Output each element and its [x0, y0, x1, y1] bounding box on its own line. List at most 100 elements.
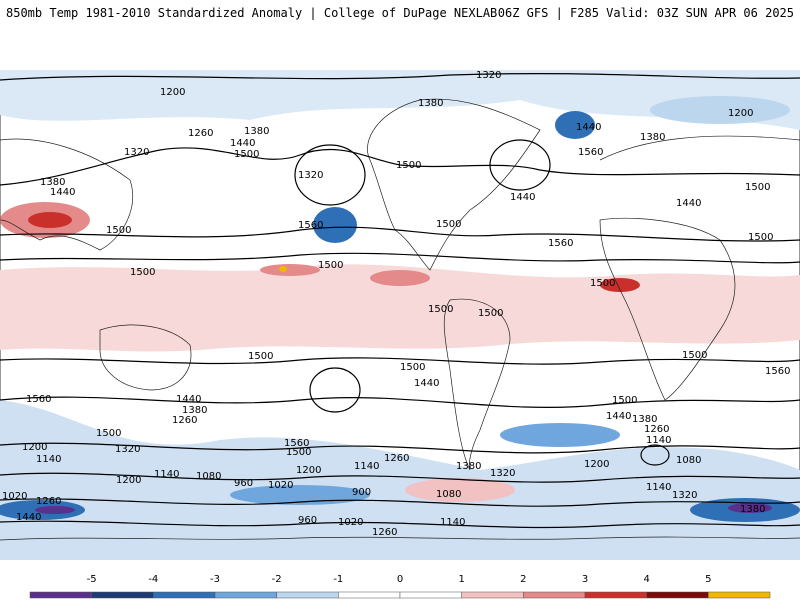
- contour-label: 1080: [196, 471, 221, 482]
- cool-patch-greenland: [555, 111, 595, 139]
- colorbar-swatch: [214, 591, 277, 599]
- contour-label: 1140: [154, 469, 179, 480]
- contour-label: 1260: [372, 527, 397, 538]
- contour-label: 1500: [612, 395, 637, 406]
- contour-1320-north: [0, 72, 800, 81]
- height-contours: [0, 72, 800, 529]
- contour-low-hudson: [489, 139, 551, 191]
- contour-label: 1500: [748, 232, 773, 243]
- colorbar-tick-label: 0: [397, 574, 403, 585]
- colorbar-swatch: [461, 591, 524, 599]
- contour-label: 1500: [436, 219, 461, 230]
- contour-label: 1380: [244, 126, 269, 137]
- contour-label: 1560: [26, 394, 51, 405]
- cool-patch-north-atlantic: [650, 96, 790, 124]
- contour-960-south: [0, 520, 800, 529]
- contour-label: 1560: [578, 147, 603, 158]
- contour-label: 1440: [510, 192, 535, 203]
- colorbar-tick-label: -3: [210, 574, 220, 585]
- contour-low-south-indian: [640, 444, 670, 466]
- contour-label: 1200: [728, 108, 753, 119]
- anomaly-shading: [0, 70, 800, 560]
- warm-hotspot-south-america: [370, 270, 430, 286]
- colorbar-swatch: [584, 591, 647, 599]
- contour-low-south-pacific: [309, 367, 361, 413]
- warm-core-asia: [28, 212, 72, 228]
- contour-label: 1320: [298, 170, 323, 181]
- contour-label: 1500: [682, 350, 707, 361]
- contour-label: 1140: [646, 435, 671, 446]
- coast-eurasia: [0, 135, 800, 251]
- contour-label: 1560: [298, 220, 323, 231]
- contour-1440-north: [0, 147, 800, 186]
- warm-hotspot-pacific: [260, 264, 320, 276]
- colorbar-tick-label: 3: [582, 574, 588, 585]
- contour-label: 1500: [590, 278, 615, 289]
- contour-label: 1500: [318, 260, 343, 271]
- contour-label: 1080: [676, 455, 701, 466]
- tropical-warm-band: [0, 264, 800, 352]
- contour-1080-south: [0, 498, 800, 507]
- contour-label: 1260: [36, 496, 61, 507]
- contour-label: 1500: [106, 225, 131, 236]
- coast-antarctica: [0, 536, 800, 541]
- warm-spot-yellow: [279, 266, 287, 272]
- contour-label: 1260: [188, 128, 213, 139]
- contour-1500-north: [0, 226, 800, 242]
- contour-label: 960: [234, 478, 253, 489]
- contour-label: 1320: [672, 490, 697, 501]
- contour-label: 1560: [284, 438, 309, 449]
- contour-label: 1320: [115, 444, 140, 455]
- contour-label: 1380: [418, 98, 443, 109]
- contour-label: 1380: [456, 461, 481, 472]
- contour-1560-north: [0, 252, 800, 264]
- coast-australia: [99, 324, 192, 391]
- contour-label: 1320: [124, 147, 149, 158]
- contour-label: 1140: [440, 517, 465, 528]
- coast-south-america: [443, 298, 511, 471]
- anomaly-map: 1320 1200 1380 1440 1200 1260 1380 1440 …: [0, 70, 800, 560]
- contour-label: 1500: [745, 182, 770, 193]
- contour-label: 900: [352, 487, 371, 498]
- warm-hotspot-africa: [600, 278, 640, 292]
- colorbar-tick-label: 4: [643, 574, 649, 585]
- colorbar-swatch: [646, 591, 709, 599]
- model-run-info: 06Z GFS | F285 Valid: 03Z SUN APR 06 202…: [497, 6, 794, 20]
- contour-label: 1500: [248, 351, 273, 362]
- contour-label: 1200: [22, 442, 47, 453]
- contour-1500-south: [0, 357, 800, 365]
- colorbar: -5 -4 -3 -2 -1 0 1 2 3 4 5: [29, 574, 771, 599]
- cool-patch-gulf-alaska: [313, 207, 357, 243]
- contour-label: 1020: [268, 480, 293, 491]
- contour-1200-south: [0, 472, 800, 483]
- contour-label: 1320: [490, 468, 515, 479]
- contour-label: 1440: [676, 198, 701, 209]
- colorbar-tick-label: -2: [272, 574, 282, 585]
- colorbar-swatch: [91, 591, 154, 599]
- contour-label: 1200: [296, 465, 321, 476]
- colorbar-tick-label: 2: [520, 574, 526, 585]
- contour-label: 1560: [765, 366, 790, 377]
- contour-1320-south: [0, 442, 800, 454]
- contour-label: 1500: [286, 447, 311, 458]
- contour-label: 1440: [176, 394, 201, 405]
- cold-core-indian: [728, 503, 772, 513]
- colorbar-swatch: [399, 591, 462, 599]
- contour-label: 1260: [172, 415, 197, 426]
- coastlines: [0, 98, 800, 541]
- colorbar-swatch: [153, 591, 216, 599]
- colorbar-tick-label: -5: [87, 574, 97, 585]
- contour-label: 1440: [414, 378, 439, 389]
- contour-label: 1200: [116, 475, 141, 486]
- contour-label: 1380: [632, 414, 657, 425]
- colorbar-swatch: [29, 591, 92, 599]
- colorbar-swatch: [708, 591, 771, 599]
- contour-label: 1140: [354, 461, 379, 472]
- contour-label: 1500: [130, 267, 155, 278]
- contour-label: 1380: [640, 132, 665, 143]
- cool-patch-south-atlantic: [500, 423, 620, 447]
- contour-label: 1500: [396, 160, 421, 171]
- contour-labels: 1320 1200 1380 1440 1200 1260 1380 1440 …: [2, 70, 790, 538]
- contour-label: 1080: [436, 489, 461, 500]
- colorbar-swatch: [338, 591, 401, 599]
